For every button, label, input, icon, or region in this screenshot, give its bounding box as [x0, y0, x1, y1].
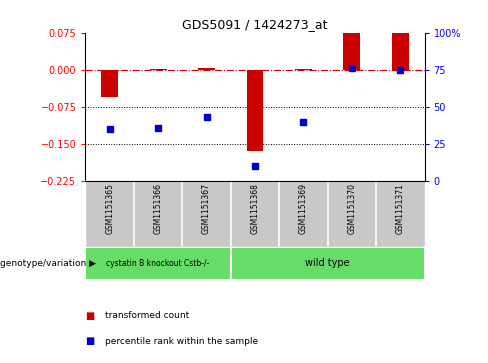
Bar [344, 33, 360, 70]
Point [348, 65, 356, 71]
Text: ■: ■ [85, 311, 95, 321]
Text: GSM1151366: GSM1151366 [154, 183, 163, 234]
Text: transformed count: transformed count [105, 311, 189, 320]
Text: percentile rank within the sample: percentile rank within the sample [105, 337, 258, 346]
Bar [392, 33, 409, 70]
Bar [150, 69, 166, 70]
Point [203, 114, 210, 120]
Bar [295, 69, 312, 70]
Title: GDS5091 / 1424273_at: GDS5091 / 1424273_at [182, 19, 328, 32]
Text: GSM1151371: GSM1151371 [396, 183, 405, 234]
Bar [85, 247, 231, 280]
Bar [231, 247, 425, 280]
Text: GSM1151367: GSM1151367 [202, 183, 211, 234]
Text: GSM1151368: GSM1151368 [250, 183, 260, 234]
Text: cystatin B knockout Cstb-/-: cystatin B knockout Cstb-/- [106, 259, 210, 268]
Text: GSM1151365: GSM1151365 [105, 183, 114, 234]
Text: wild type: wild type [305, 258, 350, 268]
Point [106, 126, 114, 132]
Point [251, 164, 259, 170]
Point [396, 67, 404, 73]
Text: ■: ■ [85, 336, 95, 346]
Bar [198, 68, 215, 70]
Text: GSM1151370: GSM1151370 [347, 183, 356, 234]
Bar [246, 70, 264, 151]
Bar [101, 70, 118, 97]
Point [300, 119, 307, 125]
Text: GSM1151369: GSM1151369 [299, 183, 308, 234]
Point [154, 125, 162, 131]
Text: genotype/variation ▶: genotype/variation ▶ [0, 259, 96, 268]
